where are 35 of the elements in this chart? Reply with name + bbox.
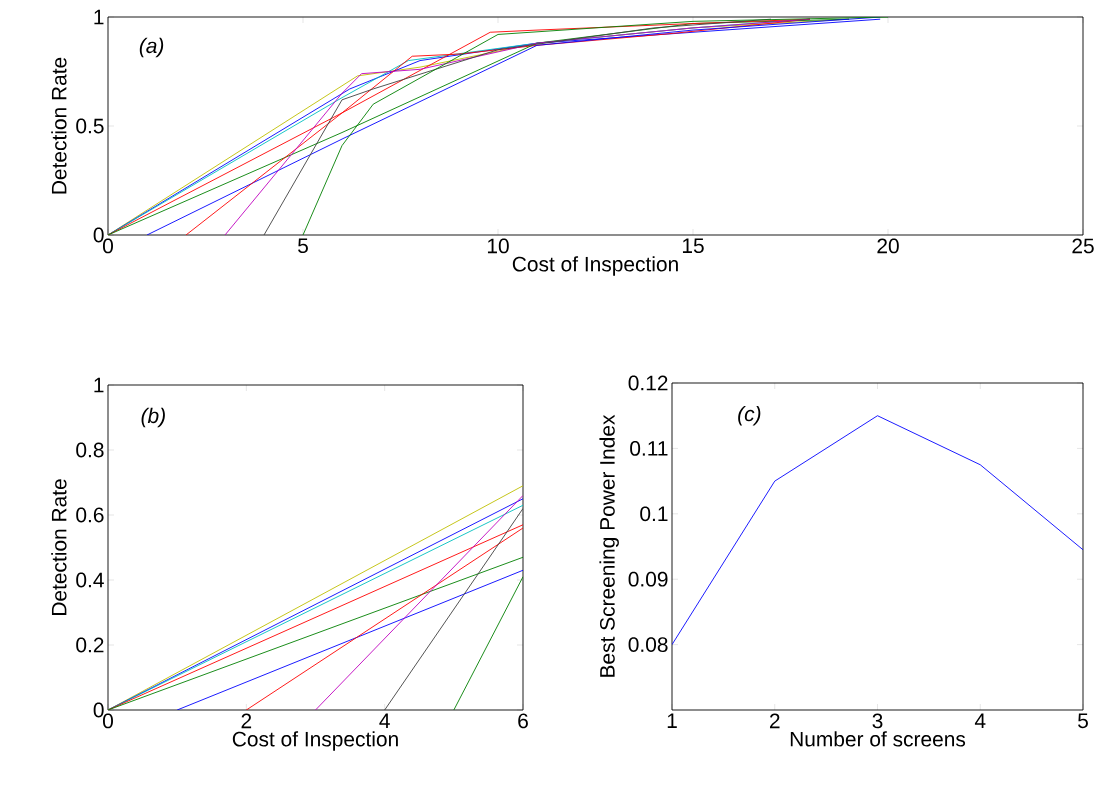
x-tick-label: 4 bbox=[379, 713, 390, 728]
y-axis-title: Best Screening Power Index bbox=[599, 414, 619, 677]
x-tick-label: 5 bbox=[1078, 713, 1088, 729]
y-tick-label: 0.6 bbox=[76, 507, 104, 523]
y-axis-title: Detection Rate bbox=[51, 57, 67, 194]
y-tick-label: 0.11 bbox=[630, 441, 668, 456]
x-tick-label: 6 bbox=[518, 713, 528, 729]
x-axis-title: Number of screens bbox=[790, 731, 966, 747]
x-axis-title: Cost of Inspection bbox=[232, 731, 398, 751]
y-tick-label: 1 bbox=[94, 377, 104, 393]
y-tick-label: 0 bbox=[93, 702, 104, 718]
x-tick-label: 4 bbox=[974, 713, 986, 728]
y-tick-label: 0.09 bbox=[628, 571, 668, 587]
x-tick-label: 2 bbox=[769, 713, 780, 729]
x-tick-label: 2 bbox=[241, 713, 252, 729]
x-tick-label: 15 bbox=[682, 238, 704, 254]
annotation: (a) bbox=[139, 37, 164, 58]
y-tick-label: 0.5 bbox=[76, 118, 104, 134]
x-tick-label: 25 bbox=[1072, 238, 1094, 254]
x-tick-label: 3 bbox=[872, 713, 883, 729]
y-tick-label: 0 bbox=[93, 227, 104, 243]
y-tick-label: 0.2 bbox=[76, 637, 104, 653]
y-tick-label: 0.4 bbox=[76, 572, 104, 588]
y-tick-label: 0.08 bbox=[628, 637, 668, 653]
y-tick-label: 1 bbox=[94, 9, 104, 25]
x-tick-label: 5 bbox=[298, 238, 308, 254]
y-tick-label: 0.1 bbox=[640, 506, 668, 522]
annotation: (c) bbox=[738, 405, 761, 426]
x-axis-title: Cost of Inspection bbox=[512, 256, 678, 276]
y-axis-title: Detection Rate bbox=[51, 479, 67, 615]
y-tick-label: 0.12 bbox=[628, 375, 668, 391]
x-tick-label: 10 bbox=[487, 238, 509, 254]
x-tick-label: 20 bbox=[877, 238, 899, 254]
y-tick-label: 0.8 bbox=[76, 442, 104, 458]
annotation: (b) bbox=[141, 407, 165, 428]
